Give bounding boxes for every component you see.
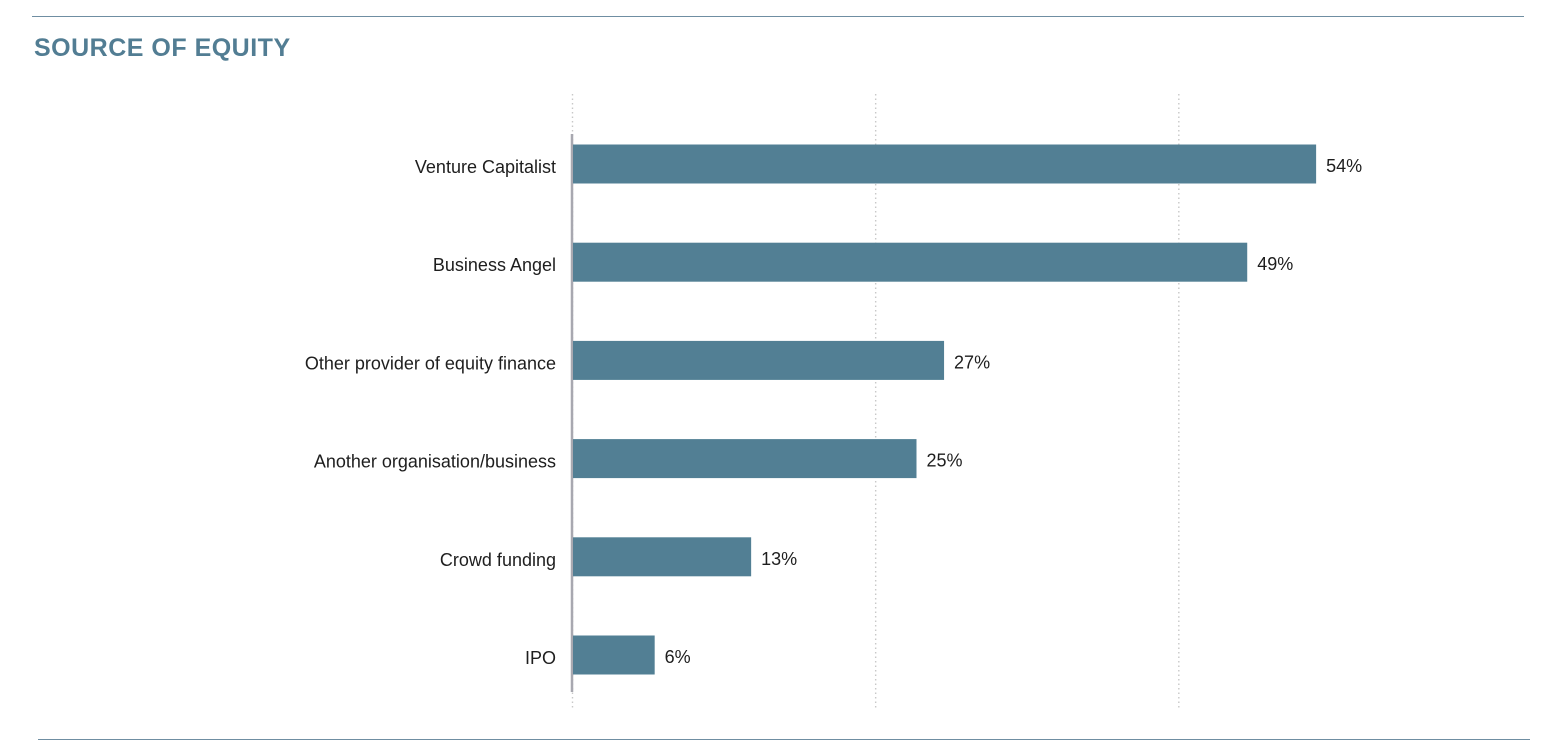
label-layer: Venture Capitalist 54% Business Angel 49% Ot… [305,156,1362,668]
bar-2 [573,340,945,380]
bar-layer [573,144,1317,675]
bar-3 [573,439,917,479]
category-label-3: Another organisation/business [314,452,556,472]
value-label-2: 27% [954,352,990,372]
category-label-0: Venture Capitalist [415,157,556,177]
category-label-4: Crowd funding [440,550,556,570]
bar-0 [573,144,1317,184]
value-label-5: 6% [665,647,691,667]
category-label-1: Business Angel [433,255,556,275]
bar-1 [573,242,1248,282]
category-label-5: IPO [525,648,556,668]
value-label-3: 25% [927,451,963,471]
bottom-rule [38,739,1530,740]
value-label-0: 54% [1326,156,1362,176]
chart-title: SOURCE OF EQUITY [34,34,291,62]
top-rule [32,16,1524,17]
bar-5 [573,635,655,675]
bar-4 [573,537,752,577]
value-label-1: 49% [1257,254,1293,274]
category-label-2: Other provider of equity finance [305,353,556,373]
value-label-4: 13% [761,549,797,569]
grid-layer [570,94,1180,710]
